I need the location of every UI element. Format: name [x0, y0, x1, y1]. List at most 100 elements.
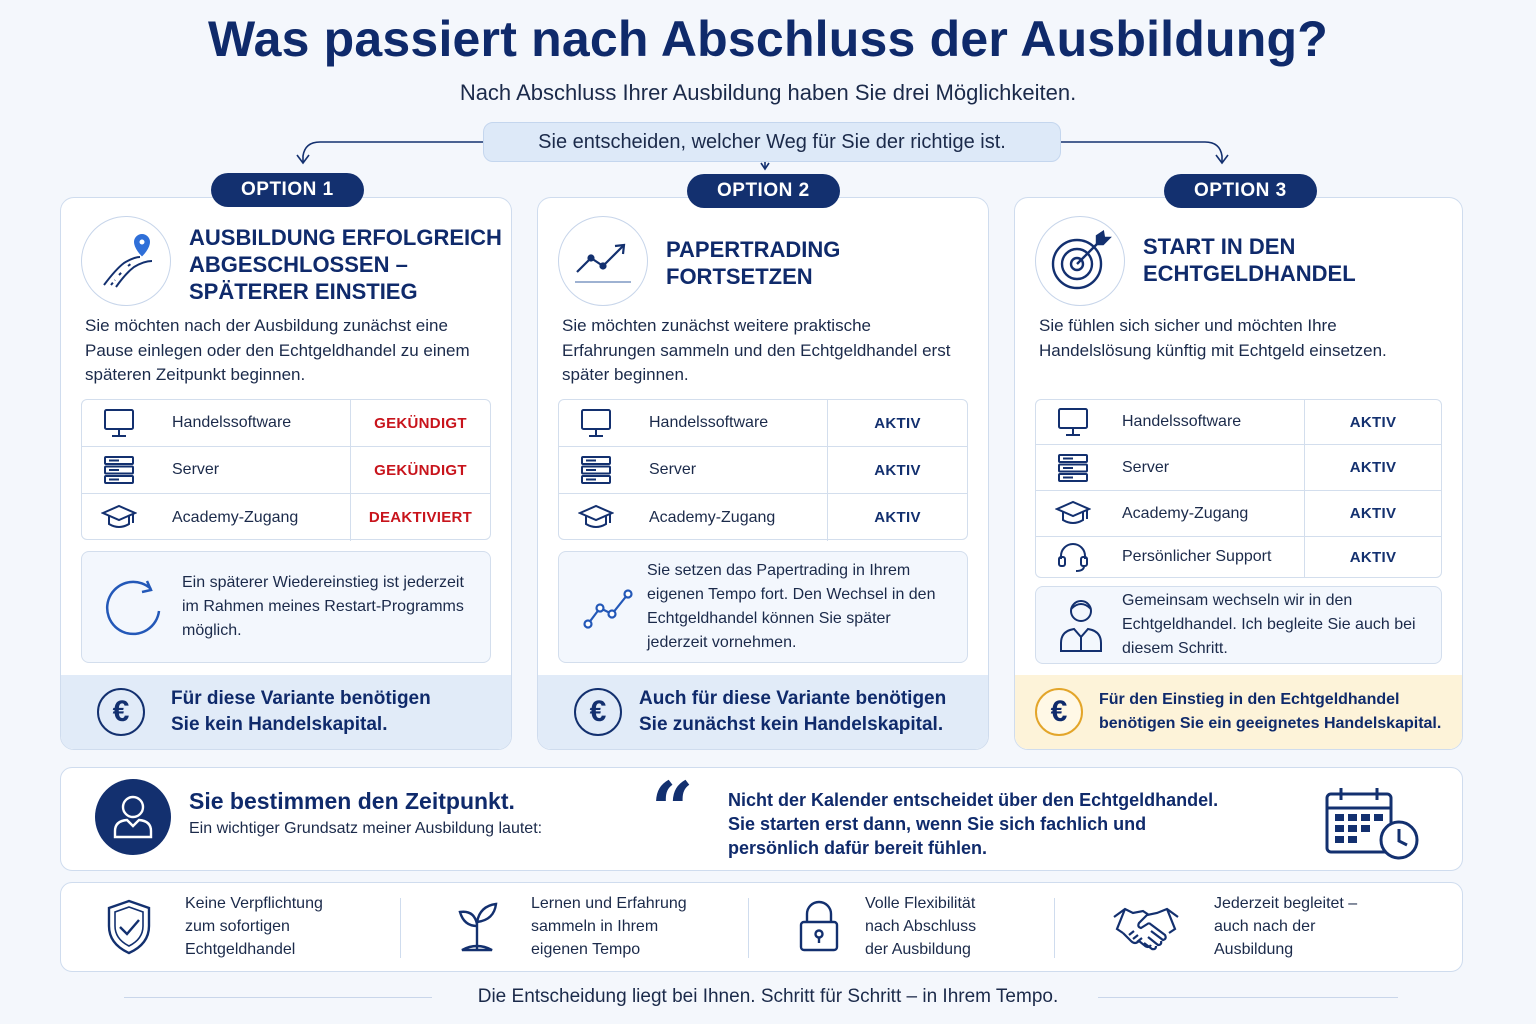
option-1-badge: OPTION 1: [211, 173, 364, 207]
quote-line: persönlich dafür bereit fühlen.: [728, 838, 988, 858]
option-2-card: PAPERTRADING FORTSETZEN Sie möchten zunä…: [537, 197, 989, 750]
status-badge: DEAKTIVIERT: [350, 494, 490, 541]
target-icon: [1035, 216, 1125, 306]
table-row: Server GEKÜNDIGT: [82, 447, 490, 494]
option-3-title-line: ECHTGELDHANDEL: [1143, 261, 1356, 286]
status-badge: GEKÜNDIGT: [350, 447, 490, 493]
option-3-footer: € Für den Einstieg in den Echtgeldhandel…: [1015, 675, 1462, 749]
option-3-title-line: START IN DEN: [1143, 234, 1296, 259]
footer-line: Für den Einstieg in den Echtgeldhandel: [1099, 691, 1400, 708]
handshake-icon: [1111, 897, 1181, 957]
row-label: Handelssoftware: [649, 414, 769, 431]
decision-banner: Sie entscheiden, welcher Weg für Sie der…: [483, 122, 1061, 162]
status-badge: GEKÜNDIGT: [350, 400, 490, 446]
option-1-note: Ein späterer Wiedereinstieg ist jederzei…: [81, 551, 491, 663]
quote-mark: “: [651, 767, 694, 853]
line-chart-icon: [575, 572, 645, 642]
feature-line: zum sofortigen: [185, 918, 290, 935]
headset-icon: [1054, 541, 1092, 573]
monitor-icon: [100, 407, 138, 439]
option-3-note: Gemeinsam wechseln wir in den Echtgeldha…: [1035, 586, 1442, 664]
table-row: Server AKTIV: [1036, 445, 1441, 491]
table-row: Persönlicher Support AKTIV: [1036, 537, 1441, 577]
row-label: Persönlicher Support: [1122, 548, 1272, 565]
feature-line: Echtgeldhandel: [185, 941, 296, 958]
closing-rule-left: [124, 997, 432, 998]
quote-line: Nicht der Kalender entscheidet über den …: [728, 790, 1219, 810]
table-row: Academy-Zugang DEAKTIVIERT: [82, 494, 490, 541]
footer-line: Sie zunächst kein Handelskapital.: [639, 714, 944, 735]
euro-icon: €: [1035, 688, 1083, 736]
option-2-badge: OPTION 2: [687, 174, 840, 208]
table-row: Handelssoftware GEKÜNDIGT: [82, 400, 490, 447]
banner-heading: Sie bestimmen den Zeitpunkt.: [189, 788, 515, 814]
feature-strip: Keine Verpflichtung zum sofortigen Echtg…: [60, 882, 1463, 972]
calendar-clock-icon: [1321, 784, 1421, 867]
banner-subtext: Ein wichtiger Grundsatz meiner Ausbildun…: [189, 820, 543, 837]
feature-line: auch nach der: [1214, 918, 1316, 935]
row-label: Server: [172, 461, 220, 478]
table-row: Server AKTIV: [559, 447, 967, 494]
feature-divider: [1054, 898, 1055, 958]
graduation-cap-icon: [1054, 498, 1092, 530]
monitor-icon: [1054, 406, 1092, 438]
feature-line: eigenen Tempo: [531, 941, 641, 958]
note-text: Gemeinsam wechseln wir in den Echtgeldha…: [1122, 592, 1416, 657]
option-2-footer: € Auch für diese Variante benötigen Sie …: [538, 675, 988, 749]
seedling-icon: [447, 897, 507, 957]
trend-chart-icon: [558, 216, 648, 306]
status-badge: AKTIV: [827, 447, 967, 493]
feature-divider: [748, 898, 749, 958]
status-badge: AKTIV: [1304, 537, 1441, 577]
row-label: Server: [1122, 458, 1170, 476]
option-2-title-line: FORTSETZEN: [666, 264, 813, 289]
server-icon: [100, 454, 138, 486]
table-row: Academy-Zugang AKTIV: [1036, 491, 1441, 537]
row-label: Academy-Zugang: [649, 508, 776, 526]
option-1-title-line: ABGESCHLOSSEN –: [189, 252, 408, 277]
option-3-status-table: Handelssoftware AKTIV Server AKTIV Acade…: [1035, 399, 1442, 578]
row-label: Academy-Zugang: [172, 508, 299, 526]
option-1-title-line: SPÄTERER EINSTIEG: [189, 279, 418, 304]
status-badge: AKTIV: [1304, 400, 1441, 444]
shield-check-icon: [99, 897, 159, 957]
feature-divider: [400, 898, 401, 958]
note-text: Sie setzen das Papertrading in Ihrem eig…: [647, 562, 936, 651]
footer-line: Für diese Variante benötigen: [171, 688, 431, 709]
row-label: Server: [649, 461, 697, 478]
option-3-card: START IN DEN ECHTGELDHANDEL Sie fühlen s…: [1014, 197, 1463, 750]
table-row: Handelssoftware AKTIV: [559, 400, 967, 447]
option-1-status-table: Handelssoftware GEKÜNDIGT Server GEKÜNDI…: [81, 399, 491, 541]
footer-line: Sie kein Handelskapital.: [171, 714, 388, 735]
feature-line: Keine Verpflichtung: [185, 895, 323, 912]
restart-icon: [98, 572, 168, 642]
footer-line: benötigen Sie ein geeignetes Handelskapi…: [1099, 715, 1442, 732]
euro-icon: €: [574, 688, 622, 736]
option-2-description: Sie möchten zunächst weitere praktische …: [562, 316, 951, 384]
closing-rule-right: [1098, 997, 1398, 998]
note-text: Ein späterer Wiedereinstieg ist jederzei…: [182, 574, 464, 639]
feature-line: Ausbildung: [1214, 941, 1294, 958]
graduation-cap-icon: [577, 502, 615, 534]
server-icon: [1054, 452, 1092, 484]
monitor-icon: [577, 407, 615, 439]
coach-icon: [1046, 590, 1116, 660]
option-3-description: Sie fühlen sich sicher und möchten Ihre …: [1039, 316, 1387, 360]
option-1-footer: € Für diese Variante benötigen Sie kein …: [61, 675, 511, 749]
option-1-title-line: AUSBILDUNG ERFOLGREICH: [189, 225, 502, 250]
padlock-icon: [789, 897, 849, 957]
page-subtitle: Nach Abschluss Ihrer Ausbildung haben Si…: [459, 80, 1077, 105]
option-2-note: Sie setzen das Papertrading in Ihrem eig…: [558, 551, 968, 663]
row-label: Academy-Zugang: [1122, 504, 1249, 522]
quote-text: Nicht der Kalender entscheidet über den …: [728, 788, 1288, 860]
quote-line: Sie starten erst dann, wenn Sie sich fac…: [728, 814, 1147, 834]
status-badge: AKTIV: [1304, 445, 1441, 490]
footer-line: Auch für diese Variante benötigen: [639, 688, 947, 709]
feature-line: nach Abschluss: [865, 918, 977, 935]
table-row: Handelssoftware AKTIV: [1036, 400, 1441, 445]
option-1-card: AUSBILDUNG ERFOLGREICH ABGESCHLOSSEN – S…: [60, 197, 512, 750]
closing-statement: Die Entscheidung liegt bei Ihnen. Schrit…: [477, 986, 1059, 1007]
option-2-status-table: Handelssoftware AKTIV Server AKTIV Acade…: [558, 399, 968, 541]
road-pin-icon: [81, 216, 171, 306]
option-3-badge: OPTION 3: [1164, 174, 1317, 208]
